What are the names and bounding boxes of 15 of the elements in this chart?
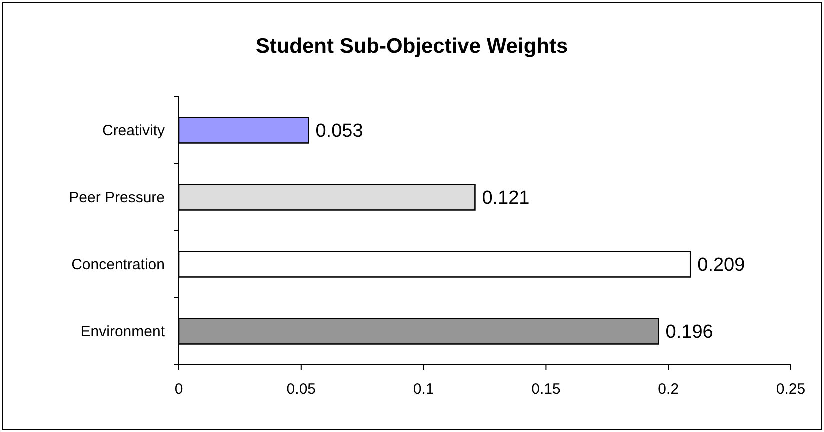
x-tick-label: 0.1 <box>413 381 434 398</box>
data-label: 0.121 <box>482 188 530 210</box>
data-label: 0.209 <box>698 255 746 276</box>
chart-title: Student Sub-Objective Weights <box>256 35 568 58</box>
data-label: 0.196 <box>666 322 714 344</box>
x-tick-label: 0.15 <box>532 381 561 398</box>
x-tick-label: 0.2 <box>658 381 680 398</box>
y-tick-label: Concentration <box>72 256 165 274</box>
x-tick-label: 0.25 <box>776 381 806 398</box>
x-tick-label: 0.05 <box>286 381 316 398</box>
x-tick-label: 0 <box>174 381 184 398</box>
y-tick-label: Creativity <box>102 122 166 140</box>
y-tick-label: Peer Pressure <box>69 189 165 206</box>
data-label: 0.053 <box>316 121 364 142</box>
y-tick-label: Environment <box>80 323 166 340</box>
